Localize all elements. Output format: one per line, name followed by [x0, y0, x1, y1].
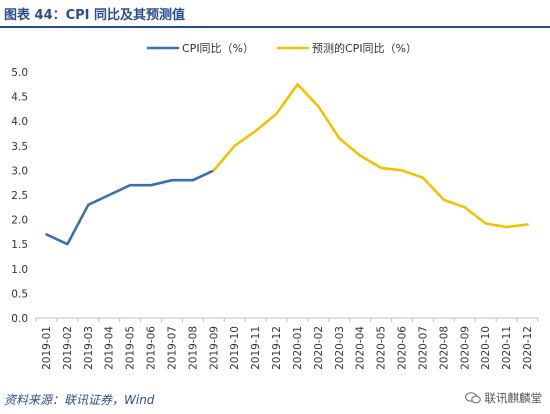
y-tick-label: 1.0: [11, 264, 28, 276]
x-tick-label: 2019-11: [250, 326, 262, 370]
y-tick-label: 4.5: [11, 92, 28, 104]
x-tick-label: 2019-01: [41, 326, 53, 370]
source-note: 资料来源：联讯证券，Wind: [4, 393, 155, 407]
x-tick-label: 2019-08: [187, 326, 199, 370]
cpi-forecast-series-line: [212, 82, 529, 229]
y-tick-label: 1.5: [11, 239, 28, 251]
x-tick-label: 2020-12: [522, 326, 534, 370]
legend-label-forecast: 预测的CPI同比（%）: [312, 41, 417, 55]
x-tick-label: 2020-06: [397, 326, 409, 370]
x-tick-label: 2020-10: [480, 326, 492, 370]
x-tick-label: 2020-11: [501, 326, 513, 370]
y-tick-label: 3.0: [11, 165, 28, 177]
x-tick-label: 2019-12: [271, 326, 283, 370]
x-tick-label: 2019-10: [229, 326, 241, 370]
x-tick-label: 2020-02: [313, 326, 325, 370]
x-tick-label: 2019-02: [62, 326, 74, 370]
x-tick-label: 2020-08: [438, 326, 450, 370]
x-tick-label: 2019-09: [208, 326, 220, 370]
watermark: 联讯麒麟堂: [464, 390, 543, 406]
cpi-line-chart: 0.0 0.5 1.0 1.5 2.0 2.5 3.0 3.5 4.0 4.5 5.0 2019-01…: [11, 41, 539, 370]
x-tick-label: 2019-06: [146, 326, 158, 370]
x-tick-label: 2020-04: [355, 326, 367, 370]
x-tick-label: 2019-03: [83, 326, 95, 370]
x-tick-label: 2020-07: [417, 326, 429, 370]
cpi-actual-series-line: [45, 169, 216, 246]
y-tick-label: 2.0: [11, 215, 28, 227]
y-tick-label: 0.5: [11, 288, 28, 300]
x-tick-label: 2019-07: [166, 326, 178, 370]
chart-title: 图表 44：CPI 同比及其预测值: [4, 8, 186, 23]
x-tick-label: 2020-03: [334, 326, 346, 370]
y-tick-label: 2.5: [11, 190, 28, 202]
x-tick-label: 2019-05: [125, 326, 137, 370]
title-divider: [0, 26, 550, 28]
y-tick-label: 5.0: [11, 67, 28, 79]
wechat-icon: [464, 392, 481, 404]
x-tick-label: 2020-01: [292, 326, 304, 370]
legend-label-actual: CPI同比（%）: [182, 42, 254, 55]
x-tick-label: 2019-04: [104, 326, 116, 370]
y-tick-label: 4.0: [11, 116, 28, 128]
y-tick-label: 3.5: [11, 141, 28, 153]
x-tick-label: 2020-09: [459, 326, 471, 370]
watermark-text: 联讯麒麟堂: [484, 391, 543, 405]
y-tick-label: 0.0: [11, 313, 28, 325]
x-tick-label: 2020-05: [376, 326, 388, 370]
